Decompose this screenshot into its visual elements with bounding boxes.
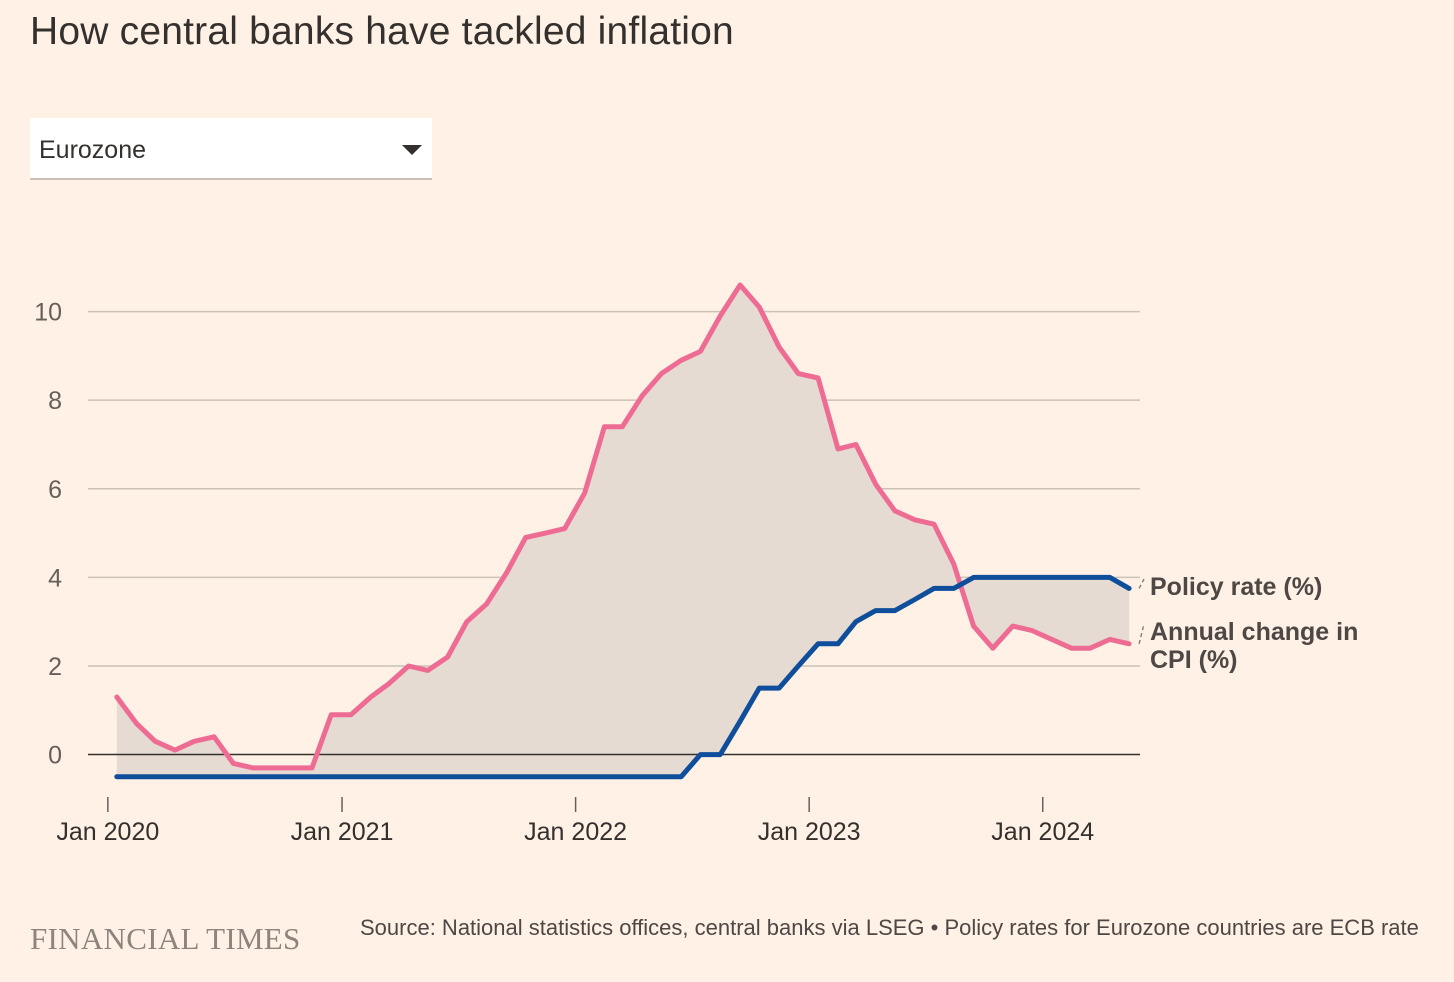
policy-rate-label: Policy rate (%): [1150, 573, 1322, 601]
gap-area-fill: [116, 285, 1130, 777]
source-note: Source: National statistics offices, cen…: [360, 915, 1419, 940]
x-tick-label: Jan 2021: [291, 818, 394, 846]
x-tick-label: Jan 2023: [758, 818, 861, 846]
y-tick-label: 4: [48, 564, 62, 592]
line-chart: Jan 2020 Jan 2021 Jan 2022 Jan 2023 Jan 2024…: [34, 282, 1358, 846]
ft-logo: FINANCIAL TIMES: [30, 921, 301, 956]
label-leader: [1138, 578, 1145, 589]
chevron-down-icon[interactable]: [402, 145, 422, 155]
cpi-label: CPI (%): [1150, 646, 1238, 674]
y-tick-label: 0: [48, 742, 62, 770]
y-axis: 0 2 4 6 8 10: [34, 299, 62, 770]
x-tick-label: Jan 2024: [991, 818, 1094, 846]
series-lines: [114, 282, 1132, 780]
x-axis: Jan 2020 Jan 2021 Jan 2022 Jan 2023 Jan 2024: [56, 797, 1094, 846]
y-tick-label: 2: [48, 653, 62, 681]
label-leader: [1138, 623, 1145, 644]
x-tick-label: Jan 2020: [56, 818, 159, 846]
region-dropdown-value: Eurozone: [39, 136, 147, 164]
chart-title: How central banks have tackled inflation: [30, 10, 734, 53]
cpi-label: Annual change in: [1150, 618, 1358, 646]
y-tick-label: 8: [48, 387, 62, 415]
y-tick-label: 10: [34, 299, 62, 327]
region-dropdown[interactable]: Eurozone: [30, 118, 432, 180]
x-tick-label: Jan 2022: [524, 818, 627, 846]
y-tick-label: 6: [48, 476, 62, 504]
gap-area: [116, 285, 1130, 777]
policy-rate-line: [114, 574, 1132, 780]
